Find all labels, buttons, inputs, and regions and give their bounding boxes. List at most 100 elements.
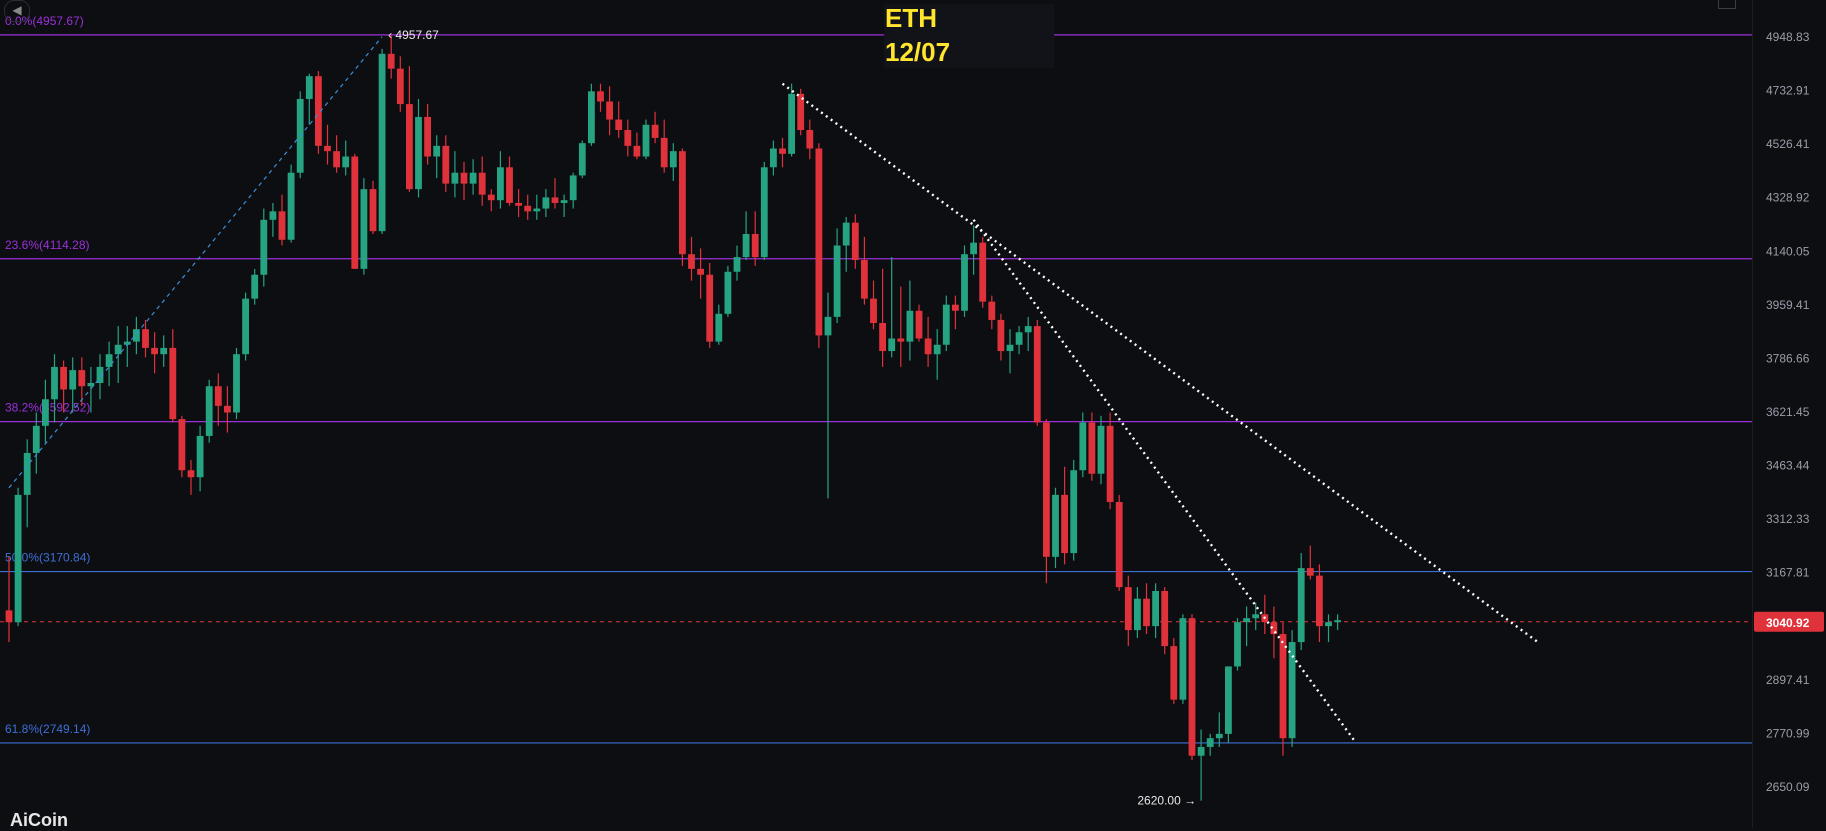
candle-body	[442, 145, 450, 184]
candle-body	[733, 257, 741, 272]
candle-body	[997, 319, 1005, 352]
candle-body	[1334, 620, 1341, 623]
candle-body	[1006, 344, 1014, 352]
candle-body	[260, 219, 268, 275]
candle-body	[487, 194, 495, 201]
current-price-label: 3040.92	[1766, 616, 1810, 630]
candle-body	[642, 124, 650, 157]
candle-body	[606, 101, 613, 120]
candle-body	[861, 260, 868, 299]
candle-body	[1061, 494, 1068, 554]
candle-body	[1143, 598, 1150, 627]
candle-body	[1124, 587, 1132, 631]
candle-body	[1097, 425, 1105, 474]
candle-body	[14, 494, 22, 623]
candle-body	[1188, 618, 1196, 756]
trendline-descending	[972, 219, 1357, 744]
candle-body	[742, 234, 750, 258]
candle-body	[879, 323, 886, 352]
chart-symbol: ETH	[885, 3, 937, 33]
candle-body	[433, 145, 441, 157]
candle-body	[387, 53, 395, 69]
aicoin-logo: AiCoin	[10, 810, 68, 831]
candle-body	[651, 124, 659, 138]
candle-body	[196, 435, 204, 478]
candle-body	[915, 310, 923, 339]
candle-body	[96, 366, 104, 383]
candle-body	[697, 268, 704, 275]
candle-body	[788, 93, 795, 154]
candle-body	[51, 366, 58, 400]
candle-body	[1106, 425, 1114, 502]
candle-body	[23, 452, 31, 495]
candle-body	[888, 338, 896, 352]
candle-body	[578, 143, 586, 176]
candle-body	[369, 189, 377, 232]
chart-date: 12/07	[885, 37, 951, 67]
candle-body	[569, 175, 577, 201]
candle-body	[779, 148, 786, 154]
trendline-rise	[8, 36, 383, 489]
candle-body	[597, 91, 604, 102]
collapse-icon[interactable]: ◀	[4, 0, 30, 22]
candle-body	[542, 197, 550, 209]
candle-body	[123, 341, 131, 345]
candle-body	[315, 76, 322, 146]
candle-body	[1152, 590, 1159, 627]
candle-body	[1243, 618, 1250, 623]
candle-body	[169, 347, 177, 420]
candle-body	[287, 172, 295, 240]
candle-body	[806, 130, 814, 149]
candle-body	[560, 200, 568, 203]
price-axis-separator	[1752, 0, 1753, 828]
candle-body	[624, 130, 632, 146]
candle-body	[478, 172, 486, 195]
candle-body	[760, 167, 768, 258]
candle-body	[715, 313, 723, 342]
candle-body	[1297, 568, 1305, 643]
candle-body	[333, 151, 340, 168]
candle-body	[833, 245, 841, 317]
candle-body	[770, 148, 777, 168]
low-annotation: 2620.00 →	[1137, 794, 1196, 808]
candle-body	[1206, 738, 1214, 747]
candle-body	[406, 104, 413, 190]
candle-body	[933, 344, 941, 355]
fib-label: 61.8%(2749.14)	[5, 722, 90, 736]
panel-toggle-icon[interactable]	[1718, 0, 1736, 9]
high-annotation: ‹ 4957.67	[388, 28, 439, 42]
price-tick-label: 3621.45	[1766, 405, 1810, 419]
candle-body	[1088, 422, 1096, 474]
candle-body	[906, 310, 914, 342]
price-tick-label: 4140.05	[1766, 244, 1810, 258]
candle-body	[1079, 422, 1087, 471]
candle-body	[1306, 568, 1314, 576]
candle-body	[233, 354, 240, 413]
price-tick-label: 3167.81	[1766, 566, 1810, 580]
candle-body	[924, 338, 932, 355]
candle-body	[415, 116, 422, 190]
candle-body	[815, 148, 823, 336]
aicoin-logo-text: AiCoin	[10, 810, 68, 830]
candle-body	[460, 172, 468, 184]
candle-body	[60, 366, 67, 390]
price-tick-label: 4328.92	[1766, 191, 1810, 205]
candle-body	[1215, 733, 1223, 739]
candle-body	[351, 156, 359, 269]
price-tick-label: 4732.91	[1766, 84, 1810, 98]
candle-body	[269, 211, 277, 220]
candle-body	[1170, 646, 1178, 700]
candle-body	[5, 610, 13, 623]
candle-body	[751, 234, 759, 258]
candle-body	[214, 386, 222, 406]
candle-body	[105, 354, 113, 367]
candle-body	[1115, 501, 1123, 588]
candle-body	[42, 399, 49, 426]
candle-body	[1015, 332, 1023, 345]
candle-body	[1225, 666, 1232, 734]
candle-body	[151, 347, 158, 355]
price-tick-label: 2897.41	[1766, 673, 1810, 687]
current-price-tag	[1754, 611, 1824, 632]
candle-body	[114, 344, 122, 355]
